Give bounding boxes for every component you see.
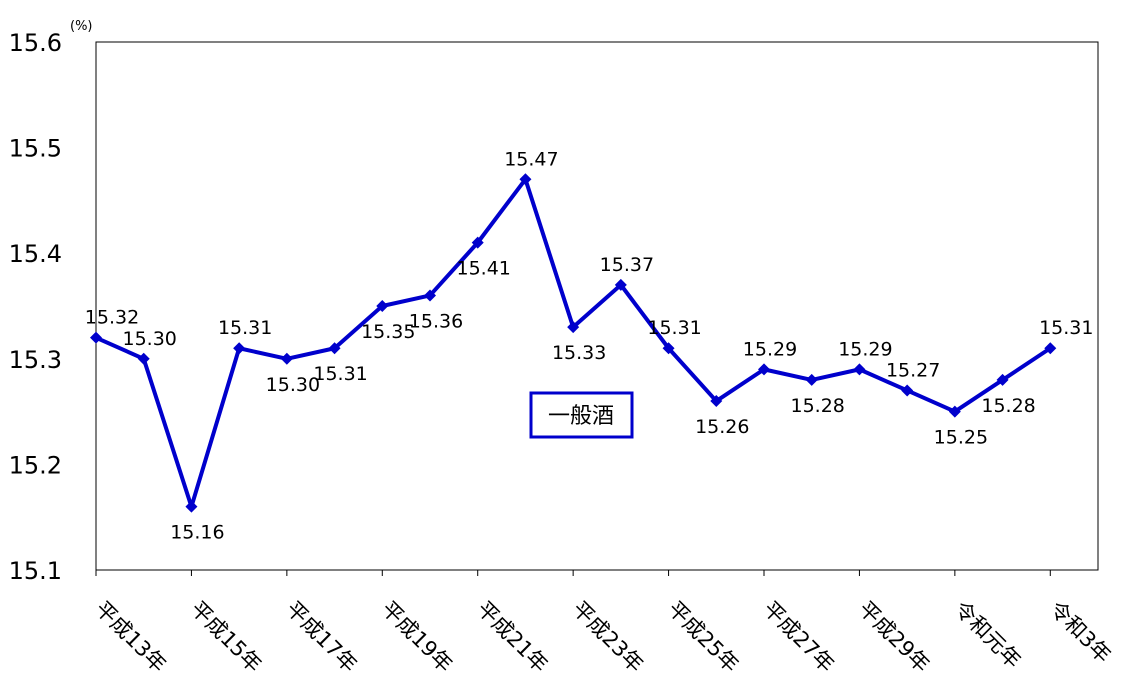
data-label: 15.26 [695,416,749,438]
data-point [280,352,293,365]
legend-box [529,391,634,439]
data-label: 15.28 [981,395,1035,417]
data-labels: 15.3215.3015.1615.3115.3015.3115.3515.36… [85,148,1094,543]
y-unit-label: (%) [70,19,93,34]
x-tick-label: 平成21年 [472,597,552,677]
data-label: 15.37 [600,254,654,276]
data-label: 15.33 [552,342,606,364]
data-label: 15.47 [504,148,558,170]
x-tick-label: 平成15年 [186,597,266,677]
data-label: 15.29 [743,338,797,360]
data-label: 15.28 [791,395,845,417]
data-point [567,321,580,334]
data-point [233,342,246,355]
x-tick-label: 平成23年 [568,597,648,677]
data-point [853,363,866,376]
x-axis: 平成13年 平成15年 平成17年 平成19年 平成21年 平成23年 平成25年 平成27年… [90,570,1116,677]
y-tick-label: 15.3 [9,346,62,374]
data-label: 15.30 [123,328,177,350]
data-label: 15.27 [886,359,940,381]
data-point [471,236,484,249]
x-tick-label: 平成19年 [377,597,457,677]
data-label: 15.41 [457,258,511,280]
y-tick-label: 15.2 [9,451,62,479]
data-point [901,384,914,397]
data-label: 15.36 [409,310,463,332]
data-point [185,500,198,513]
data-label: 15.16 [170,522,224,544]
data-point [90,331,102,344]
data-label: 15.31 [218,317,272,339]
x-tick-label: 平成25年 [663,597,743,677]
data-point [805,373,818,386]
y-tick-label: 15.6 [9,29,62,57]
x-tick-label: 平成13年 [90,597,170,677]
data-point [376,300,389,312]
y-tick-label: 15.1 [9,557,62,585]
data-point [996,373,1009,386]
x-tick-label: 平成27年 [758,597,838,677]
x-tick-label: 令和元年 [949,597,1025,673]
data-point [328,342,341,355]
data-point [614,278,627,291]
data-label: 15.31 [313,363,367,385]
data-point [758,363,770,376]
series-group [90,173,1057,513]
data-label: 15.31 [1039,317,1093,339]
data-point [710,395,723,408]
data-label: 15.29 [838,338,892,360]
y-tick-label: 15.4 [9,240,62,268]
data-point [948,405,961,418]
y-tick-label: 15.5 [9,135,62,163]
x-tick-label: 令和3年 [1045,597,1116,668]
data-point [137,352,150,365]
data-label: 15.35 [361,321,415,343]
plot-area [95,41,1099,571]
legend: 一般酒 [529,391,634,439]
x-tick-label: 平成17年 [281,597,361,677]
legend-label: 一般酒 [548,404,614,429]
data-point [662,342,675,355]
y-axis: 15.1 15.2 15.3 15.4 15.5 15.6 [9,29,62,585]
x-tick-label: 平成29年 [854,597,934,677]
data-point [519,173,532,186]
data-point [1044,342,1057,355]
data-label: 15.30 [266,374,320,396]
data-label: 15.32 [85,307,139,329]
data-label: 15.31 [647,317,701,339]
data-point [424,289,436,302]
data-label: 15.25 [934,427,988,449]
